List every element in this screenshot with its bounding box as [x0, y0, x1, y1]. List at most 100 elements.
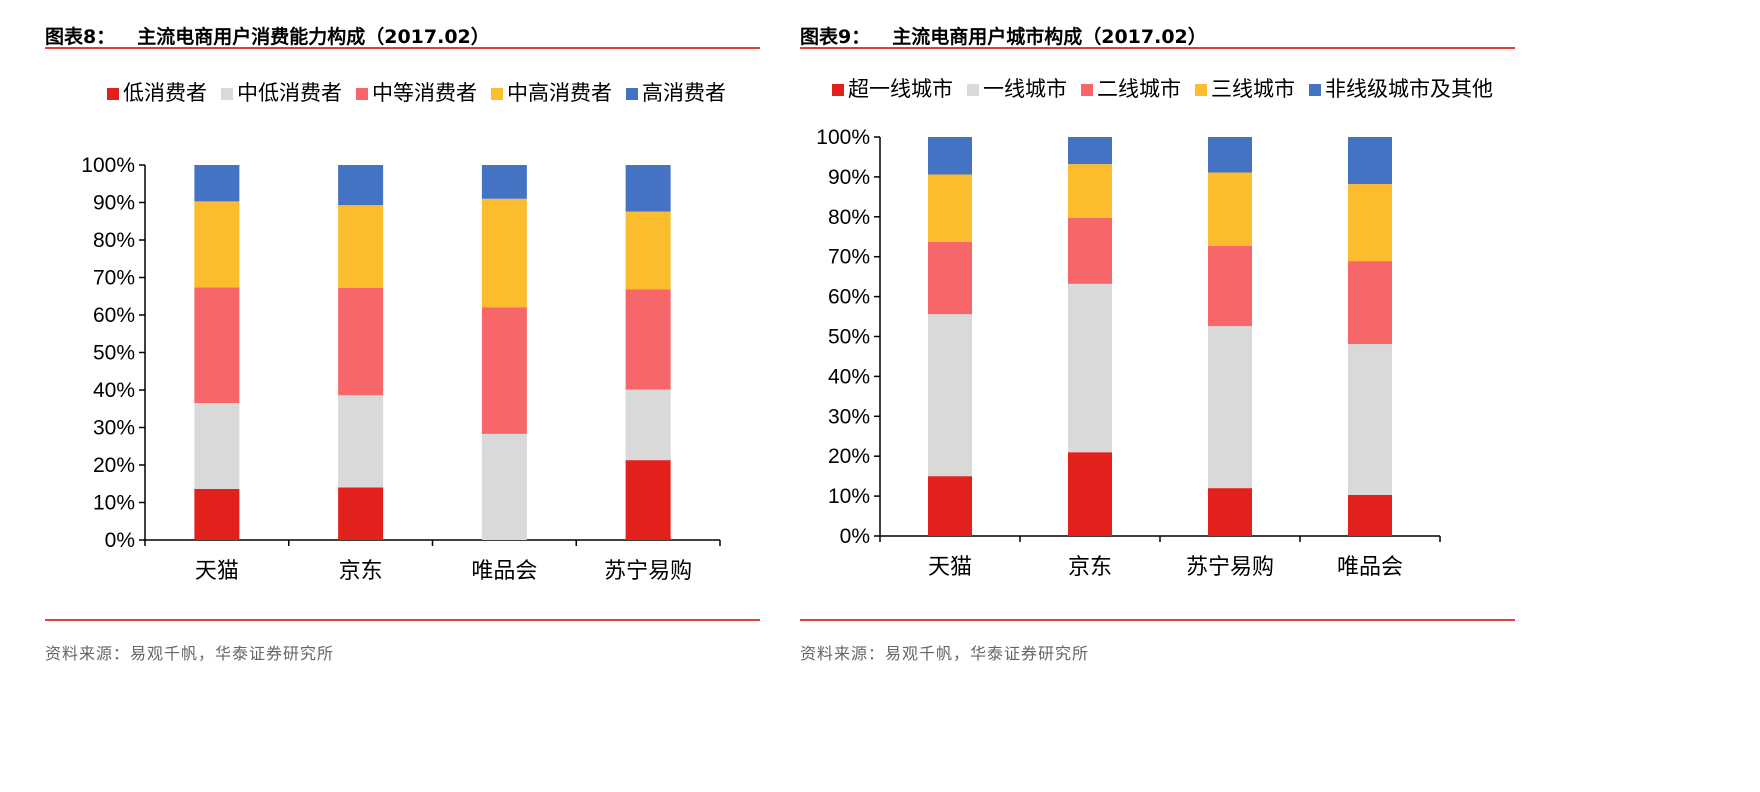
y-tick-label: 70% [828, 246, 870, 269]
bar-segment-2-2 [1208, 245, 1252, 327]
bar-segment-3-1 [1068, 164, 1112, 218]
y-tick-label: 60% [828, 286, 870, 309]
legend-swatch-3 [491, 88, 503, 100]
y-tick-label: 0% [840, 525, 870, 548]
y-tick-label: 90% [828, 166, 870, 189]
bar-segment-0-3 [1348, 494, 1392, 536]
y-tick-label: 80% [93, 229, 135, 252]
legend-swatch-0 [832, 84, 844, 96]
legend-swatch-1 [221, 88, 233, 100]
y-tick-label: 20% [93, 454, 135, 477]
bar-segment-4-1 [1068, 137, 1112, 165]
city-chart: 超一线城市 一线城市 二线城市 三线城市 非线级城市及其他 0% 10% 20% 30% 40% 5… [816, 78, 1493, 579]
source-note: 资料来源：易观千帆，华泰证券研究所 [45, 644, 335, 663]
legend-swatch-2 [356, 88, 368, 100]
bar-segment-3-0 [928, 174, 972, 242]
legend-label-1: 一线城市 [983, 78, 1067, 101]
bar-segment-2-1 [1068, 217, 1112, 284]
bar-segment-1-1 [1068, 283, 1112, 453]
bar-segment-3-3 [625, 211, 671, 290]
figure-label: 图表8： [45, 26, 116, 48]
bar-segment-0-3 [625, 460, 671, 540]
source-note: 资料来源：易观千帆，华泰证券研究所 [800, 644, 1090, 663]
bar-segment-0-0 [194, 489, 240, 540]
figure-9-panel: 图表9： 主流电商用户城市构成（2017.02） 超一线城市 一线城市 二线城市 三线城… [800, 0, 1515, 792]
x-tick-label: 天猫 [195, 558, 239, 583]
legend-label-2: 二线城市 [1097, 78, 1181, 101]
bar-segment-2-0 [194, 287, 240, 404]
legend-label-0: 超一线城市 [848, 78, 953, 101]
legend-swatch-4 [626, 88, 638, 100]
bar-segment-1-1 [338, 395, 384, 488]
bar-segment-2-2 [481, 307, 527, 434]
bar-segment-3-2 [1208, 172, 1252, 246]
y-tick-label: 90% [93, 192, 135, 215]
y-tick-label: 30% [93, 417, 135, 440]
legend-label-0: 低消费者 [123, 82, 207, 105]
figure-8-panel: 图表8： 主流电商用户消费能力构成（2017.02） 低消费者 中低消费者 中等消费者… [45, 0, 760, 792]
bar-segment-2-1 [338, 288, 384, 396]
bar-segment-4-3 [625, 165, 671, 212]
figure-label: 图表9： [800, 26, 871, 48]
y-tick-label: 40% [93, 379, 135, 402]
y-tick-label: 0% [105, 529, 135, 552]
legend-label-4: 非线级城市及其他 [1325, 78, 1493, 101]
y-tick-label: 100% [81, 154, 135, 177]
legend-swatch-2 [1081, 84, 1093, 96]
title-rule [45, 47, 760, 49]
legend-label-2: 中等消费者 [372, 82, 477, 105]
bar-segment-0-1 [338, 487, 384, 540]
title-rule [800, 47, 1515, 49]
consumption-chart: 低消费者 中低消费者 中等消费者 中高消费者 高消费者 0% 10% 20% 30% 40% 50%… [81, 82, 726, 583]
y-tick-label: 10% [93, 492, 135, 515]
bar-segment-2-0 [928, 241, 972, 315]
bar-segment-2-3 [1348, 261, 1392, 345]
legend-swatch-1 [967, 84, 979, 96]
legend-label-3: 中高消费者 [507, 82, 612, 105]
figure-title: 图表9： 主流电商用户城市构成（2017.02） [800, 22, 1207, 49]
legend-swatch-0 [107, 88, 119, 100]
y-tick-label: 50% [828, 326, 870, 349]
bar-segment-3-1 [338, 205, 384, 288]
bar-segment-3-3 [1348, 184, 1392, 262]
x-tick-label: 苏宁易购 [1186, 554, 1274, 579]
y-tick-label: 10% [828, 485, 870, 508]
chart-title: 主流电商用户消费能力构成（2017.02） [137, 26, 490, 48]
source-rule [800, 619, 1515, 621]
y-tick-label: 40% [828, 365, 870, 388]
x-tick-label: 苏宁易购 [604, 558, 692, 583]
bar-segment-1-2 [1208, 326, 1252, 489]
y-tick-label: 80% [828, 206, 870, 229]
chart-title: 主流电商用户城市构成（2017.02） [892, 26, 1207, 48]
y-tick-label: 50% [93, 342, 135, 365]
bar-segment-0-2 [1208, 488, 1252, 536]
legend-swatch-3 [1195, 84, 1207, 96]
bar-segment-4-2 [1208, 137, 1252, 173]
x-tick-label: 唯品会 [471, 558, 537, 583]
y-tick-label: 30% [828, 405, 870, 428]
y-tick-label: 70% [93, 267, 135, 290]
bar-segment-4-3 [1348, 137, 1392, 185]
figure-title: 图表8： 主流电商用户消费能力构成（2017.02） [45, 22, 490, 49]
legend-label-4: 高消费者 [642, 82, 726, 105]
bar-segment-1-0 [194, 403, 240, 489]
x-tick-label: 唯品会 [1337, 554, 1403, 579]
legend-label-3: 三线城市 [1211, 78, 1295, 101]
bar-segment-1-3 [1348, 344, 1392, 495]
y-tick-label: 20% [828, 445, 870, 468]
bar-segment-1-0 [928, 314, 972, 477]
x-tick-label: 京东 [1068, 554, 1112, 579]
y-tick-label: 60% [93, 304, 135, 327]
bar-segment-4-0 [194, 165, 240, 202]
bar-segment-4-2 [481, 165, 527, 199]
y-tick-label: 100% [816, 126, 870, 149]
bar-segment-2-3 [625, 289, 671, 390]
bar-segment-0-1 [1068, 452, 1112, 536]
source-rule [45, 619, 760, 621]
bar-segment-3-0 [194, 201, 240, 288]
bar-segment-1-2 [481, 433, 527, 540]
bar-segment-4-1 [338, 165, 384, 206]
x-tick-label: 天猫 [928, 554, 972, 579]
legend-label-1: 中低消费者 [237, 82, 342, 105]
bar-segment-4-0 [928, 137, 972, 175]
